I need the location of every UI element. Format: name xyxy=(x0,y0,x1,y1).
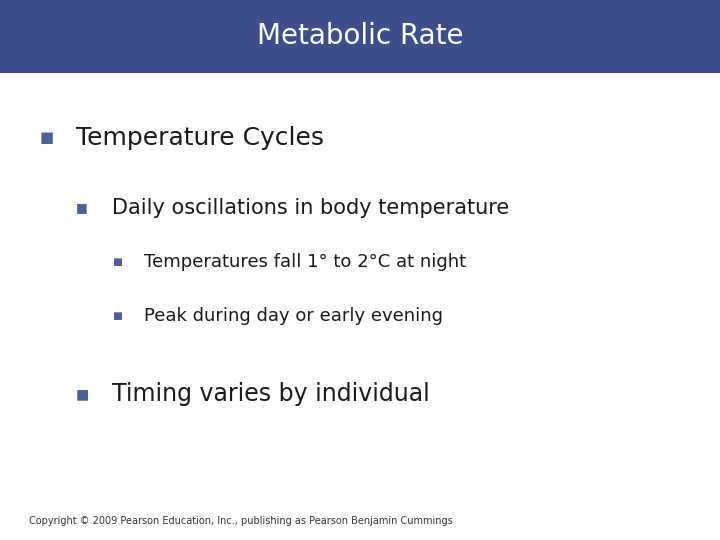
FancyBboxPatch shape xyxy=(0,0,720,73)
Text: ■: ■ xyxy=(112,311,122,321)
Text: Copyright © 2009 Pearson Education, Inc., publishing as Pearson Benjamin Cumming: Copyright © 2009 Pearson Education, Inc.… xyxy=(29,516,453,526)
Text: ■: ■ xyxy=(76,387,89,401)
Text: Temperatures fall 1° to 2°C at night: Temperatures fall 1° to 2°C at night xyxy=(144,253,466,271)
Text: Temperature Cycles: Temperature Cycles xyxy=(76,126,323,150)
Text: Daily oscillations in body temperature: Daily oscillations in body temperature xyxy=(112,198,509,218)
Text: Peak during day or early evening: Peak during day or early evening xyxy=(144,307,443,325)
Text: ■: ■ xyxy=(40,130,54,145)
Text: ■: ■ xyxy=(76,201,87,214)
Text: ■: ■ xyxy=(112,257,122,267)
Text: Timing varies by individual: Timing varies by individual xyxy=(112,382,429,406)
Text: Metabolic Rate: Metabolic Rate xyxy=(257,23,463,50)
